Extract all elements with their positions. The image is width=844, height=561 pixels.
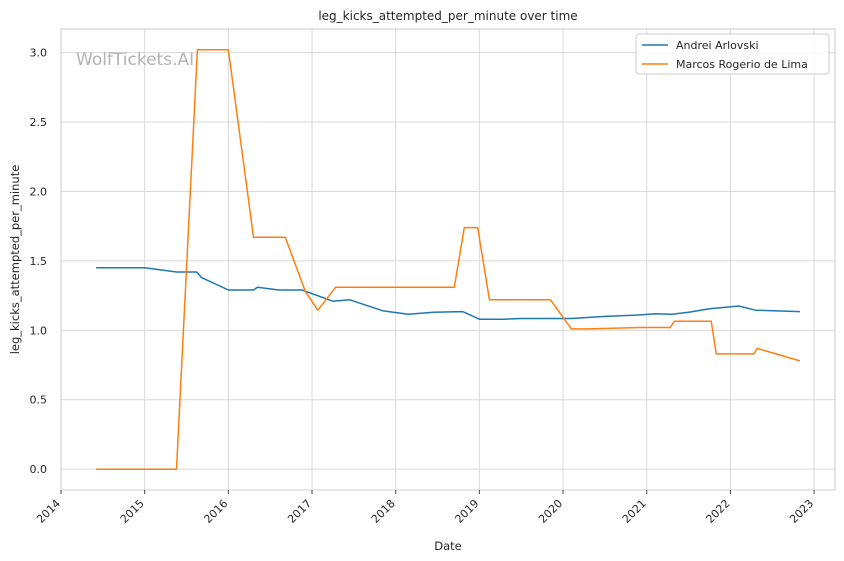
x-tick-label: 2017 [285,497,314,526]
x-tick-label: 2020 [536,497,565,526]
x-axis-label: Date [434,539,462,553]
y-tick-label: 3.0 [30,47,48,60]
y-tick-label: 1.5 [30,255,48,268]
y-axis-ticks: 0.0 0.5 1.0 1.5 2.0 2.5 3.0 [30,47,48,477]
y-tick-label: 0.0 [30,463,48,476]
grid [60,29,835,490]
x-tick-label: 2021 [620,497,649,526]
x-axis-ticks: 2014 2015 2016 2017 2018 2019 2020 2021 2022 2023 [34,490,816,526]
y-tick-label: 0.5 [30,394,48,407]
x-tick-label: 2015 [118,497,147,526]
legend-box [635,33,830,75]
series-line-1 [96,49,801,470]
series-line-0 [96,267,800,320]
watermark-text: WolfTickets.AI [76,50,194,70]
legend-label: Andrei Arlovski [676,39,759,52]
plot-frame [60,28,836,491]
chart-title: leg_kicks_attempted_per_minute over time [318,9,577,23]
series-layer [96,49,801,470]
x-tick-label: 2018 [369,497,398,526]
legend: Andrei Arlovski Marcos Rogerio de Lima [635,33,830,75]
y-tick-label: 2.0 [30,185,48,198]
y-tick-label: 2.5 [30,116,48,129]
x-tick-label: 2014 [34,497,63,526]
x-tick-label: 2019 [453,497,482,526]
x-tick-label: 2023 [787,497,816,526]
legend-label: Marcos Rogerio de Lima [676,58,808,71]
x-tick-label: 2016 [201,497,230,526]
y-tick-label: 1.0 [30,324,48,337]
x-tick-label: 2022 [704,497,733,526]
y-axis-label: leg_kicks_attempted_per_minute [8,165,22,355]
